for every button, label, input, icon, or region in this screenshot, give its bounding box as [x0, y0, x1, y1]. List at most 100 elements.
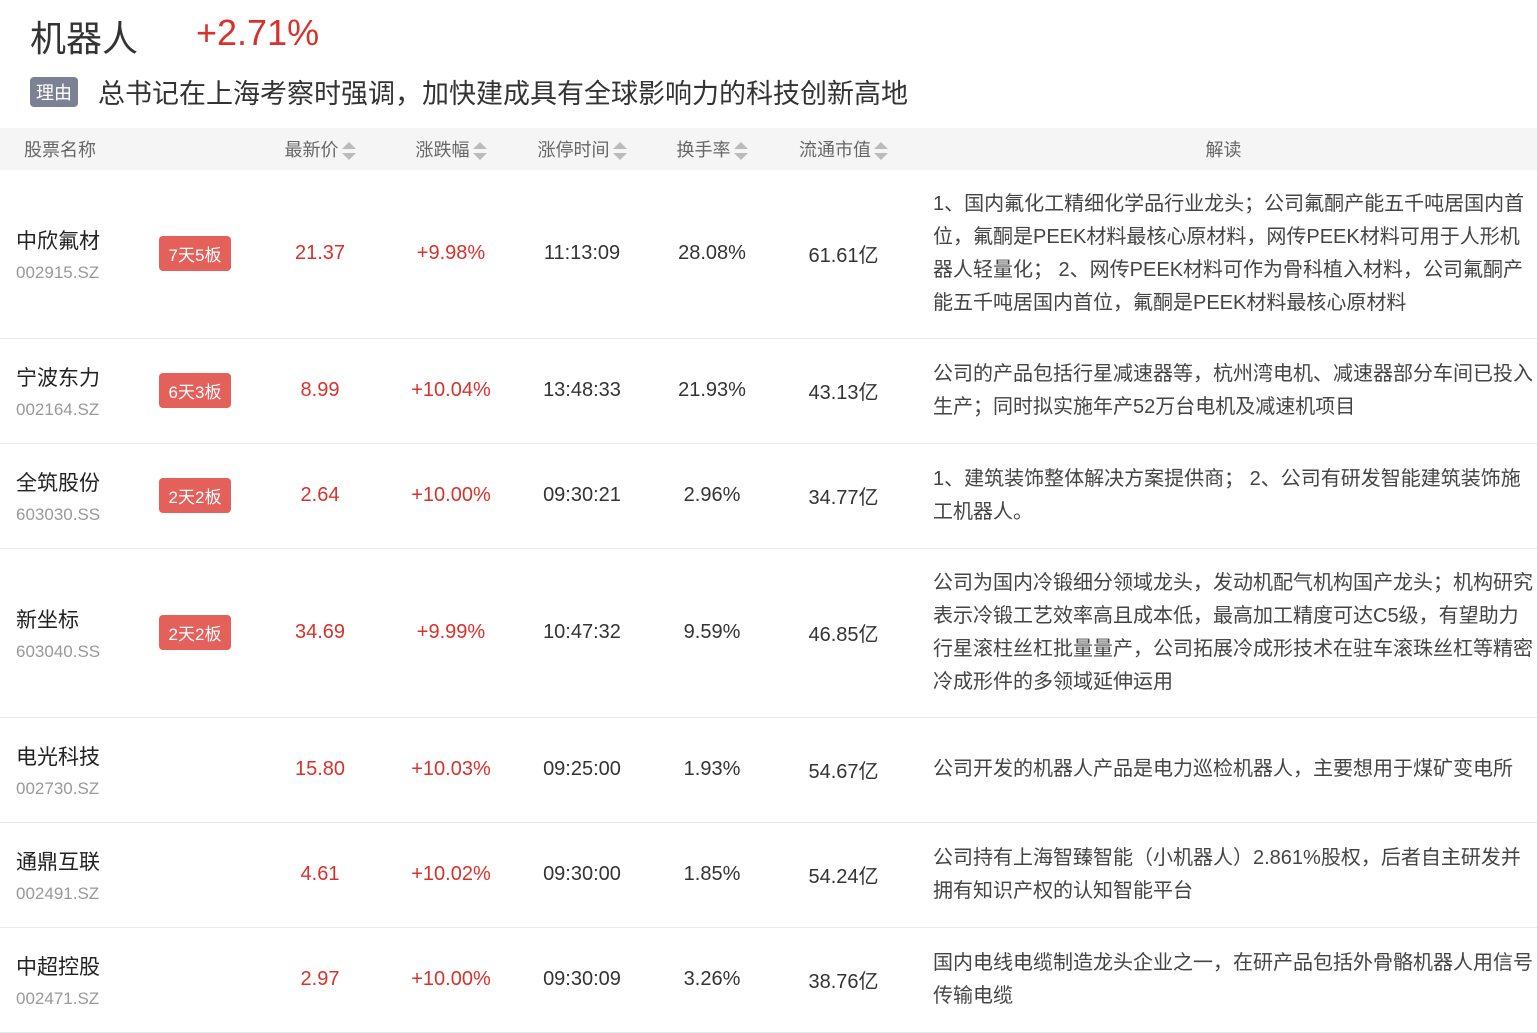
col-time[interactable]: 涨停时间 [517, 128, 647, 170]
price: 8.99 [255, 338, 385, 444]
stock-name[interactable]: 中欣氟材 [16, 229, 100, 253]
change: +10.04% [385, 338, 517, 444]
sector-title: 机器人 [30, 18, 139, 59]
market-cap: 61.61亿 [777, 170, 910, 339]
header: 机器人 +2.71% 理由 总书记在上海考察时强调，加快建成具有全球影响力的科技… [0, 0, 1537, 128]
limit-time: 13:48:33 [517, 338, 647, 444]
market-cap: 34.77亿 [777, 443, 910, 549]
stock-name-cell[interactable]: 电光科技 002730.SZ [0, 717, 135, 823]
col-name: 股票名称 [0, 128, 255, 170]
col-change-label: 涨跌幅 [415, 140, 470, 160]
price: 2.97 [255, 927, 385, 1033]
badge-cell: 2天2板 [135, 443, 255, 549]
stock-name[interactable]: 中超控股 [16, 955, 100, 979]
col-cap[interactable]: 流通市值 [777, 128, 910, 170]
stock-name-cell[interactable]: 新坐标 603040.SS [0, 548, 135, 718]
description: 1、建筑装饰整体解决方案提供商； 2、公司有研发智能建筑装饰施工机器人。 [910, 443, 1537, 549]
table-row[interactable]: 新坐标 603040.SS 2天2板 34.69 +9.99% 10:47:32 9.59%… [0, 548, 1537, 718]
col-time-label: 涨停时间 [537, 140, 610, 160]
col-price[interactable]: 最新价 [255, 128, 385, 170]
stock-name-cell[interactable]: 全筑股份 603030.SS [0, 443, 135, 549]
turnover: 3.26% [647, 927, 777, 1033]
stock-name-cell[interactable]: 中欣氟材 002915.SZ [0, 170, 135, 339]
reason-text: 总书记在上海考察时强调，加快建成具有全球影响力的科技创新高地 [98, 79, 908, 109]
market-cap: 38.76亿 [777, 927, 910, 1033]
stock-code: 002164.SZ [16, 399, 100, 419]
col-change[interactable]: 涨跌幅 [385, 128, 517, 170]
badge-cell [135, 822, 255, 928]
sort-icon[interactable] [341, 142, 356, 161]
stock-code: 603040.SS [16, 641, 101, 661]
sort-icon[interactable] [472, 142, 487, 161]
description: 国内电线电缆制造龙头企业之一，在研产品包括外骨骼机器人用信号传输电缆 [910, 927, 1537, 1033]
col-price-label: 最新价 [284, 140, 339, 160]
change: +10.00% [385, 443, 517, 549]
description: 公司的产品包括行星减速器等，杭州湾电机、减速器部分车间已投入生产；同时拟实施年产… [910, 338, 1537, 444]
turnover: 2.96% [647, 443, 777, 549]
col-turnover[interactable]: 换手率 [647, 128, 777, 170]
limit-time: 10:47:32 [517, 548, 647, 718]
table-row[interactable]: 中欣氟材 002915.SZ 7天5板 21.37 +9.98% 11:13:09 28.0… [0, 170, 1537, 339]
stock-code: 002491.SZ [16, 883, 100, 903]
stock-name[interactable]: 通鼎互联 [16, 850, 100, 874]
stock-name[interactable]: 电光科技 [16, 745, 100, 769]
reason-tag: 理由 [30, 76, 78, 107]
sort-icon[interactable] [874, 142, 888, 161]
badge-cell: 2天2板 [135, 548, 255, 718]
sort-icon[interactable] [612, 142, 627, 161]
stock-name-cell[interactable]: 通鼎互联 002491.SZ [0, 822, 135, 928]
price: 4.61 [255, 822, 385, 928]
limit-up-badge: 2天2板 [158, 478, 232, 513]
turnover: 1.85% [647, 822, 777, 928]
table-header: 股票名称 最新价 涨跌幅 涨停时间 换手率 流通市值 解读 [0, 128, 1537, 170]
table-row[interactable]: 中超控股 002471.SZ 2.97 +10.00% 09:30:09 3.26% 38.… [0, 927, 1537, 1033]
limit-time: 09:30:00 [517, 822, 647, 928]
limit-time: 11:13:09 [517, 170, 647, 339]
price: 21.37 [255, 170, 385, 339]
table-row[interactable]: 宁波东力 002164.SZ 6天3板 8.99 +10.04% 13:48:33 21.9… [0, 338, 1537, 444]
table-row[interactable]: 电光科技 002730.SZ 15.80 +10.03% 09:25:00 1.93% 54… [0, 717, 1537, 823]
sector-change: +2.71% [196, 12, 320, 53]
stock-name[interactable]: 全筑股份 [16, 471, 100, 495]
market-cap: 54.24亿 [777, 822, 910, 928]
stock-name-cell[interactable]: 中超控股 002471.SZ [0, 927, 135, 1033]
turnover: 1.93% [647, 717, 777, 823]
reason-line: 理由 总书记在上海考察时强调，加快建成具有全球影响力的科技创新高地 [30, 72, 908, 111]
change: +9.99% [385, 548, 517, 718]
limit-time: 09:30:21 [517, 443, 647, 549]
stock-name[interactable]: 宁波东力 [16, 366, 100, 390]
stock-code: 603030.SS [16, 504, 101, 524]
badge-cell [135, 717, 255, 823]
col-desc: 解读 [910, 128, 1537, 170]
stock-name[interactable]: 新坐标 [16, 608, 79, 632]
description: 公司为国内冷锻细分领域龙头，发动机配气机构国产龙头；机构研究表示冷锻工艺效率高且… [910, 548, 1537, 718]
market-cap: 54.67亿 [777, 717, 910, 823]
price: 34.69 [255, 548, 385, 718]
badge-cell: 6天3板 [135, 338, 255, 444]
limit-up-badge: 6天3板 [158, 373, 232, 408]
table-row[interactable]: 全筑股份 603030.SS 2天2板 2.64 +10.00% 09:30:21 2.96… [0, 443, 1537, 549]
sort-icon[interactable] [733, 142, 748, 161]
change: +10.02% [385, 822, 517, 928]
description: 公司开发的机器人产品是电力巡检机器人，主要想用于煤矿变电所 [910, 717, 1537, 823]
stock-code: 002471.SZ [16, 988, 100, 1008]
limit-time: 09:30:09 [517, 927, 647, 1033]
table-row[interactable]: 通鼎互联 002491.SZ 4.61 +10.02% 09:30:00 1.85% 54.… [0, 822, 1537, 928]
stock-name-cell[interactable]: 宁波东力 002164.SZ [0, 338, 135, 444]
description: 公司持有上海智臻智能（小机器人）2.861%股权，后者自主研发并拥有知识产权的认… [910, 822, 1537, 928]
change: +9.98% [385, 170, 517, 339]
limit-time: 09:25:00 [517, 717, 647, 823]
badge-cell [135, 927, 255, 1033]
col-cap-label: 流通市值 [799, 140, 871, 160]
turnover: 21.93% [647, 338, 777, 444]
stock-table: 股票名称 最新价 涨跌幅 涨停时间 换手率 流通市值 解读 中欣氟材 002915… [0, 128, 1537, 1033]
market-cap: 46.85亿 [777, 548, 910, 718]
price: 2.64 [255, 443, 385, 549]
stock-code: 002915.SZ [16, 262, 100, 282]
description: 1、国内氟化工精细化学品行业龙头；公司氟酮产能五千吨居国内首位，氟酮是PEEK材… [910, 170, 1537, 339]
turnover: 9.59% [647, 548, 777, 718]
price: 15.80 [255, 717, 385, 823]
limit-up-badge: 7天5板 [158, 236, 232, 272]
limit-up-badge: 2天2板 [158, 615, 232, 650]
change: +10.03% [385, 717, 517, 823]
